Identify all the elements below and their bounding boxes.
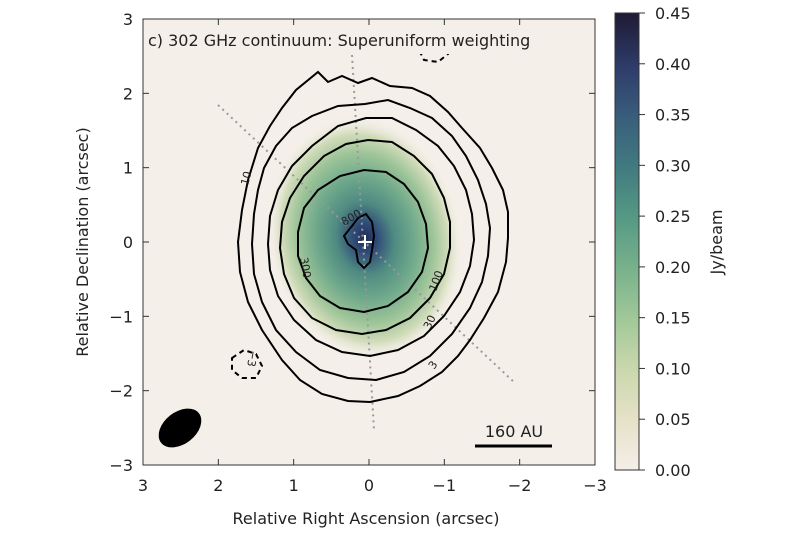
colorbar-tick-label: 0.00: [655, 461, 691, 480]
y-tick-label: 3: [123, 10, 133, 29]
negative-contour-left: [231, 348, 264, 379]
colorbar-tick-label: 0.35: [655, 106, 691, 125]
colorbar-tick-label: 0.20: [655, 258, 691, 277]
x-tick-label: 1: [289, 476, 299, 495]
x-axis-label: Relative Right Ascension (arcsec): [233, 509, 500, 528]
negative-contour-label: −3: [244, 349, 260, 367]
contour-3: [236, 70, 509, 404]
y-tick-label: 1: [123, 159, 133, 178]
y-tick-label: −2: [109, 382, 133, 401]
contour-10: [250, 98, 492, 382]
beam-ellipse: [158, 408, 202, 448]
x-tick-label: −2: [508, 476, 532, 495]
colorbar-tick-label: 0.45: [655, 4, 691, 23]
colorbar-label: Jy/beam: [707, 210, 726, 276]
y-tick-label: 2: [123, 84, 133, 103]
x-tick-label: 3: [138, 476, 148, 495]
colorbar-tick-label: 0.25: [655, 207, 691, 226]
x-tick-label: 0: [364, 476, 374, 495]
colorbar-tick-label: 0.15: [655, 309, 691, 328]
colorbar-tick-label: 0.05: [655, 410, 691, 429]
colorbar-ticks: 0.00 0.05 0.10 0.15 0.20 0.25 0.30 0.35 0.40 0.45: [639, 4, 691, 480]
colorbar-tick-label: 0.40: [655, 55, 691, 74]
contour-800: [342, 212, 376, 270]
major-axis-dotted-line: [217, 104, 516, 384]
contour-30: [266, 117, 476, 358]
colorbar-tick-label: 0.30: [655, 156, 691, 175]
contour-label-10: 10: [238, 170, 254, 187]
contour-300: [297, 168, 430, 314]
x-tick-label: 2: [213, 476, 223, 495]
x-tick-label: −1: [433, 476, 457, 495]
y-tick-label: 0: [123, 233, 133, 252]
x-axis-ticks: 3 2 1 0 −1 −2 −3: [138, 19, 607, 495]
y-tick-label: −3: [109, 456, 133, 475]
colorbar-tick-label: 0.10: [655, 359, 691, 378]
chart-title: c) 302 GHz continuum: Superuniform weigh…: [148, 31, 530, 50]
contour-label-30: 30: [421, 313, 439, 331]
scale-bar-label: 160 AU: [485, 422, 543, 441]
y-tick-label: −1: [109, 307, 133, 326]
y-axis-label: Relative Declination (arcsec): [73, 127, 92, 356]
colorbar: [614, 12, 640, 471]
x-tick-label: −3: [583, 476, 607, 495]
contour-100: [278, 138, 451, 336]
title-background: [143, 26, 579, 54]
contour-label-300: 300: [297, 256, 313, 279]
